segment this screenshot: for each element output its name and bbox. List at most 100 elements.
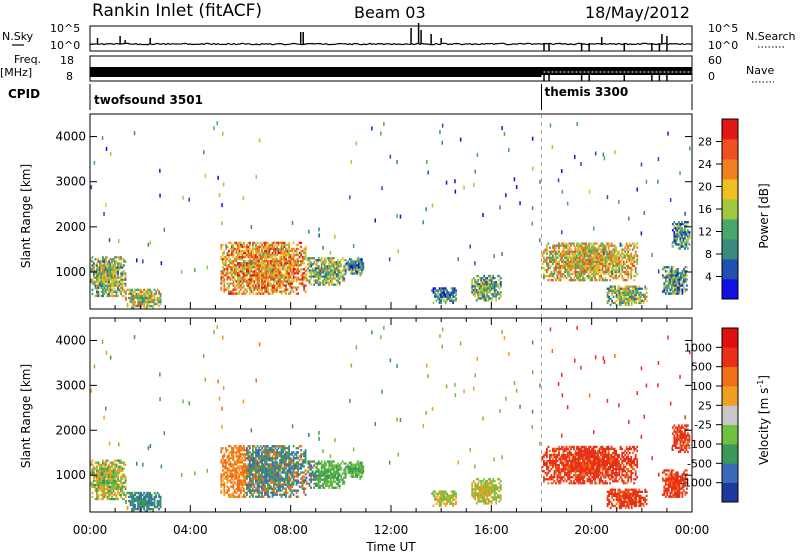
- echo-cell: [574, 270, 577, 274]
- echo-cell: [267, 475, 269, 478]
- echo-cell: [481, 283, 484, 286]
- echo-cell: [149, 497, 151, 501]
- echo-cell: [267, 278, 269, 281]
- echo-cell: [232, 485, 235, 488]
- echo-cell: [620, 293, 623, 296]
- echo-cell-sparse: [374, 218, 376, 223]
- echo-cell: [108, 465, 110, 468]
- echo-cell: [277, 247, 280, 251]
- echo-cell: [285, 465, 287, 468]
- echo-cell: [564, 264, 566, 268]
- echo-cell: [267, 260, 269, 263]
- echo-cell: [268, 247, 271, 251]
- echo-cell: [137, 505, 139, 509]
- echo-cell: [131, 503, 133, 507]
- echo-cell: [328, 273, 331, 276]
- echo-cell: [274, 272, 277, 275]
- echo-cell: [258, 473, 260, 476]
- echo-cell: [228, 453, 230, 456]
- echo-cell: [156, 288, 159, 291]
- echo-cell: [544, 274, 547, 278]
- echo-cell: [115, 262, 118, 265]
- echo-cell: [91, 260, 94, 263]
- echo-cell: [141, 302, 144, 306]
- echo-cell: [438, 295, 441, 298]
- echo-cell: [240, 268, 242, 271]
- echo-cell: [111, 272, 113, 275]
- echo-cell: [228, 463, 230, 466]
- echo-cell: [683, 274, 685, 277]
- echo-cell: [543, 272, 545, 276]
- echo-cell: [235, 473, 238, 476]
- echo-cell: [285, 483, 287, 486]
- echo-cell: [228, 495, 230, 498]
- echo-cell: [286, 278, 289, 281]
- echo-cell: [558, 262, 560, 265]
- echo-cell: [265, 264, 268, 267]
- echo-cell: [147, 501, 150, 505]
- echo-cell: [288, 264, 290, 267]
- echo-cell: [264, 280, 266, 283]
- echo-cell: [616, 264, 619, 268]
- echo-cell: [329, 275, 332, 278]
- echo-cell: [564, 250, 566, 253]
- echo-cell: [286, 251, 289, 255]
- echo-cell: [353, 272, 356, 275]
- echo-cell: [106, 288, 109, 291]
- echo-cell: [283, 245, 286, 249]
- echo-cell: [96, 284, 98, 287]
- echo-cell: [288, 276, 290, 279]
- echo-cell: [118, 276, 121, 279]
- echo-cell: [286, 483, 289, 486]
- echo-cell: [638, 301, 641, 305]
- echo-cell: [277, 249, 280, 253]
- echo-cell: [149, 300, 151, 304]
- echo-cell: [343, 269, 346, 272]
- echo-cell: [633, 242, 636, 245]
- echo-cell: [268, 453, 271, 456]
- echo-cell: [106, 272, 109, 275]
- echo-cell: [292, 280, 295, 283]
- echo-cell: [231, 247, 233, 251]
- echo-cell: [247, 485, 250, 488]
- echo-cell: [441, 291, 444, 294]
- echo-cell: [131, 499, 133, 503]
- echo-cell: [238, 479, 241, 482]
- echo-cell: [235, 487, 238, 490]
- echo-cell: [486, 291, 489, 294]
- echo-cell: [117, 469, 119, 472]
- echo-cell: [135, 304, 138, 308]
- echo-cell: [109, 479, 112, 482]
- echo-cell: [103, 258, 106, 261]
- echo-cell: [283, 493, 286, 496]
- echo-cell: [276, 483, 278, 486]
- echo-cell: [244, 491, 247, 494]
- echo-cell: [117, 483, 119, 486]
- echo-cell: [564, 262, 566, 265]
- echo-cell: [303, 278, 305, 281]
- echo-cell-sparse: [329, 250, 332, 255]
- echo-cell: [483, 299, 486, 302]
- echo-cell: [625, 248, 628, 251]
- echo-cell: [255, 249, 257, 253]
- echo-cell: [622, 266, 625, 270]
- echo-cell: [268, 274, 271, 277]
- echo-cell: [253, 266, 256, 269]
- echo-cell: [229, 451, 232, 454]
- echo-cell: [673, 286, 676, 289]
- echo-cell: [258, 264, 260, 267]
- echo-cell: [672, 280, 675, 283]
- echo-cell: [558, 270, 560, 274]
- echo-cell: [286, 457, 289, 460]
- echo-cell: [301, 258, 304, 261]
- echo-cell: [623, 299, 626, 302]
- echo-cell: [111, 292, 113, 296]
- echo-cell: [638, 299, 641, 302]
- echo-cell-sparse: [566, 201, 569, 206]
- echo-cell: [676, 280, 679, 283]
- echo-cell: [234, 274, 236, 277]
- echo-cell: [93, 272, 95, 275]
- echo-cell: [559, 277, 562, 280]
- echo-cell: [678, 278, 681, 281]
- echo-cell: [667, 286, 670, 289]
